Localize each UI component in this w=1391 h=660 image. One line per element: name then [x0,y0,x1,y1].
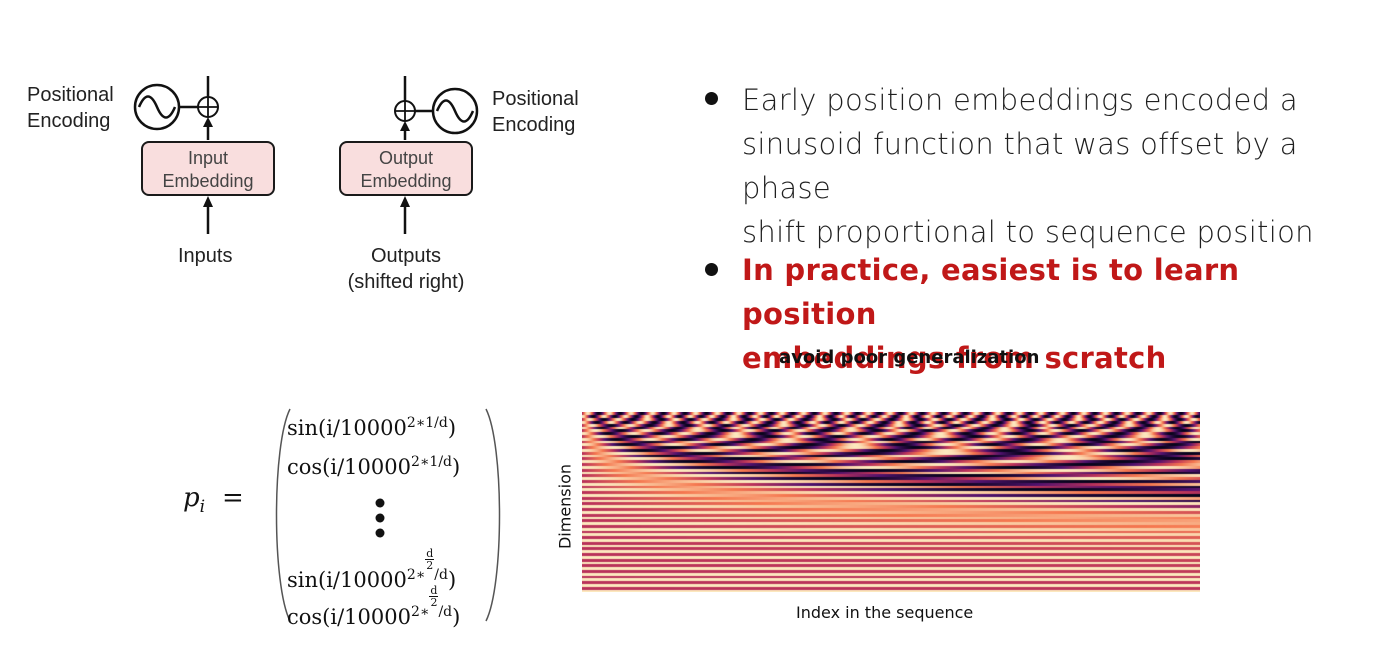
formula-brackets [275,408,501,622]
formula-p: p [183,483,200,513]
bullet-2-line2: embeddings from scratch [742,341,1167,375]
row3-text: sin(i/10000 [287,568,407,592]
formula-sub-i: i [199,497,206,518]
row4-frac-num: d [429,584,439,597]
outputs-line2: (shifted right) [347,271,465,293]
bullet-note: avoid poor generalization [779,347,1040,368]
diagram-lines [133,76,479,234]
bullet-dot [705,92,718,105]
row4-close: ) [452,605,461,629]
row3-frac-num: d [425,547,435,560]
heatmap-canvas [582,412,1200,592]
right-pe-label: Positional Encoding [492,86,579,138]
bullet-1-text: Early position embeddings encoded a sinu… [742,78,1382,254]
bullet-1-line1: Early position embeddings encoded a [742,83,1298,117]
heatmap-xlabel: Index in the sequence [796,603,974,622]
bullet-1-line2: sinusoid function that was offset by a p… [742,127,1298,205]
row1-text: sin(i/10000 [287,416,407,440]
bullet-2-text: In practice, easiest is to learn positio… [742,248,1382,380]
row1-exp: 2∗1/d [406,415,448,431]
formula-row-1: sin(i/100002∗1/d) [287,415,456,440]
formula-row-4: cos(i/100002∗ d 2/d) [287,585,460,629]
row4-text: cos(i/10000 [287,605,411,629]
input-box-line1: Input [187,148,229,168]
formula-lhs: pi [183,483,205,517]
row3-exp-suffix: /d [434,567,448,583]
left-pe-line2: Encoding [27,110,111,132]
bullet-1-line3: shift proportional to sequence position [742,215,1314,249]
output-box-line2: Embedding [360,171,452,191]
row3-frac-den: 2 [426,559,434,572]
row3-exp-prefix: 2∗ [406,567,426,583]
row2-text: cos(i/10000 [287,455,411,479]
input-embedding-box: Input Embedding [141,141,275,196]
row1-close: ) [447,416,457,440]
bullet-2-line1: In practice, easiest is to learn positio… [742,253,1240,331]
formula-row-3: sin(i/100002∗ d 2/d) [287,548,456,592]
position-encoding-heatmap [582,412,1200,592]
row4-exp-prefix: 2∗ [410,604,430,620]
formula-row-2: cos(i/100002∗1/d) [287,454,460,479]
row3-close: ) [447,568,457,592]
row4-exp-suffix: /d [438,604,453,620]
bullet-dot [705,263,718,276]
output-box-line1: Output [378,148,434,168]
right-pe-line1: Positional [492,88,579,110]
row2-exp: 2∗1/d [410,454,452,470]
inputs-label: Inputs [178,245,233,267]
outputs-line1: Outputs [370,245,442,267]
heatmap-ylabel: Dimension [555,463,575,550]
row4-frac-den: 2 [430,596,438,609]
output-embedding-box: Output Embedding [339,141,473,196]
outputs-label: Outputs (shifted right) [336,243,476,295]
row2-close: ) [452,455,461,479]
right-pe-line2: Encoding [492,114,576,136]
left-pe-label: Positional Encoding [27,82,114,134]
formula-equals: = [222,483,244,513]
input-box-line2: Embedding [162,171,254,191]
left-pe-line1: Positional [27,84,114,106]
